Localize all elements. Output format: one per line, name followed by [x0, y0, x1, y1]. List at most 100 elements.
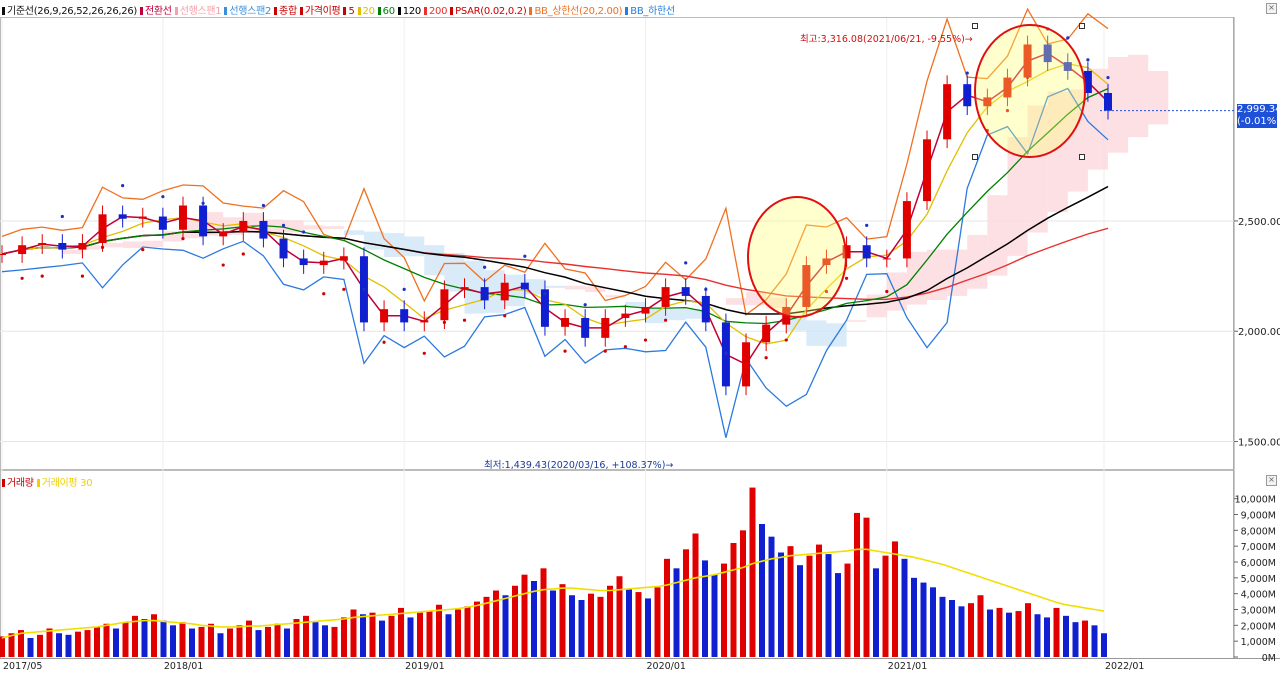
legend-main-item-12[interactable]: BB_상한선(20,2.00): [534, 6, 623, 17]
legend-main-item-10[interactable]: 200: [428, 6, 448, 17]
psar-dot: [603, 349, 607, 353]
psar-dot: [523, 254, 527, 258]
legend-main-marker-12: [529, 7, 533, 15]
legend-main-item-1[interactable]: 전환선: [145, 6, 172, 17]
legend-main-marker-4: [274, 7, 278, 15]
low-annotation: 최저:1,439.43(2020/03/16, +108.37%)→: [484, 460, 674, 471]
legend-main-marker-9: [397, 7, 401, 15]
volume-bar: [217, 633, 224, 657]
legend-main-item-4[interactable]: 종합: [279, 6, 297, 17]
price-candle-body: [601, 318, 610, 338]
psar-dot: [20, 276, 24, 280]
ichimoku-cloud-segment: [766, 297, 787, 309]
legend-main-item-3[interactable]: 선행스팬2: [229, 6, 272, 17]
volume-bar: [569, 595, 575, 657]
psar-dot: [643, 338, 648, 342]
legend-main-item-11[interactable]: PSAR(0.02,0.2): [455, 6, 527, 17]
psar-dot: [121, 184, 125, 188]
psar-dot: [844, 276, 849, 280]
ichimoku-cloud-segment: [1128, 54, 1149, 138]
volume-tick-label: 5,000M: [1241, 574, 1276, 585]
volume-bar: [588, 593, 594, 657]
psar-dot: [623, 345, 627, 349]
legend-main-item-5[interactable]: 가격이평: [304, 6, 341, 17]
price-candle-body: [380, 309, 389, 323]
price-candle-body: [18, 245, 27, 255]
price-candle-body: [520, 282, 529, 290]
volume-bar: [873, 568, 879, 657]
ichimoku-cloud-segment: [484, 270, 505, 313]
psar-dot: [402, 287, 406, 291]
price-candle-body: [319, 260, 328, 266]
ichimoku-cloud-segment: [886, 272, 907, 311]
volume-bar: [445, 614, 452, 657]
price-candle-body: [38, 243, 47, 246]
volume-bar: [958, 606, 965, 657]
price-candle-body: [561, 318, 570, 327]
volume-bar: [113, 628, 119, 657]
legend-main-item-9[interactable]: 120: [402, 6, 421, 17]
volume-bar: [911, 577, 917, 657]
volume-bar: [844, 563, 851, 657]
volume-bar: [816, 544, 822, 657]
ichimoku-cloud-segment: [585, 286, 606, 293]
volume-bar: [436, 604, 442, 657]
legend-main-item-2[interactable]: 선행스팬1: [179, 6, 222, 17]
volume-bar: [474, 601, 480, 657]
price-candle-body: [1003, 77, 1012, 98]
psar-dot: [362, 287, 366, 291]
legend-main-item-13[interactable]: BB_하한선: [630, 6, 675, 17]
volume-bar: [94, 626, 100, 657]
price-candle-body: [581, 318, 590, 338]
volume-bar: [749, 487, 756, 657]
price-candle-body: [862, 245, 871, 259]
price-candle-body: [299, 258, 308, 266]
price-candle-body: [138, 216, 147, 219]
legend-main-item-0[interactable]: 기준선(26,9,26,52,26,26,26): [7, 6, 137, 17]
legend-main-marker-6: [343, 7, 347, 15]
ichimoku-cloud-segment: [1087, 68, 1108, 170]
price-candle-body: [943, 84, 952, 140]
psar-dot: [141, 248, 145, 252]
volume-bar: [654, 587, 661, 657]
volume-bar: [189, 628, 195, 657]
volume-bar: [597, 596, 604, 657]
volume-bar: [0, 636, 5, 657]
psar-dot: [965, 71, 969, 75]
volume-bar: [835, 573, 841, 657]
legend-main-item-8[interactable]: 60: [382, 6, 395, 17]
volume-bar: [122, 622, 129, 657]
volume-bar: [274, 623, 281, 657]
volume-bar: [255, 630, 262, 657]
legend-vol-item-0[interactable]: 거래량: [7, 478, 34, 489]
price-tick-label: 1,500.00: [1238, 438, 1280, 449]
ichimoku-cloud-segment: [1108, 56, 1129, 153]
ichimoku-cloud-segment: [343, 230, 364, 235]
volume-bar: [930, 587, 936, 657]
volume-bar: [398, 607, 404, 657]
volume-bar: [464, 606, 471, 657]
legend-vol-marker-1: [36, 479, 40, 487]
volume-bar: [787, 546, 794, 657]
volume-bar: [350, 609, 357, 657]
legend-main-item-6[interactable]: 5: [348, 6, 355, 17]
price-candle-body: [400, 309, 409, 323]
psar-dot: [824, 289, 829, 294]
close-volume-pane-button[interactable]: ×: [1266, 475, 1277, 486]
time-tick-label: 2022/01: [1105, 661, 1144, 671]
close-main-pane-button[interactable]: ×: [1266, 3, 1277, 14]
volume-bar: [1025, 603, 1031, 657]
price-candle-body: [279, 238, 288, 259]
volume-bar: [778, 552, 784, 657]
ichimoku-cloud-segment: [142, 240, 163, 247]
price-candle-body: [1063, 62, 1072, 71]
price-candle-body: [1083, 70, 1092, 93]
volume-bar: [692, 533, 699, 657]
legend-vol-item-1[interactable]: 거래이평 30: [41, 478, 93, 489]
volume-bar: [711, 574, 718, 657]
psar-dot: [704, 287, 708, 291]
psar-dot: [60, 214, 64, 219]
legend-main-item-7[interactable]: 20: [362, 6, 375, 17]
